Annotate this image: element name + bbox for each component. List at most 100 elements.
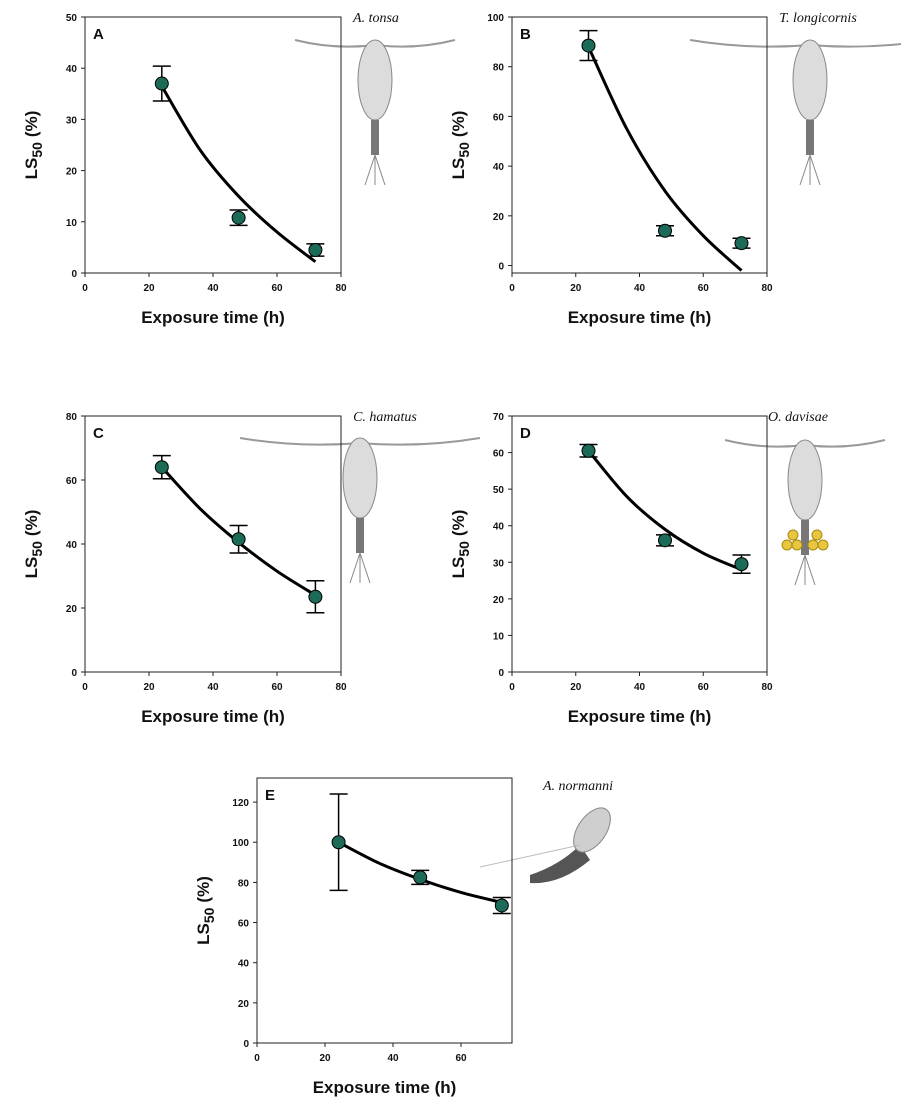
illustration-egg xyxy=(791,539,803,551)
plot-frame xyxy=(84,16,342,274)
fit-curve xyxy=(160,85,317,263)
y-axis-title: LS50 (%) xyxy=(449,111,472,180)
y-tick-label: 40 xyxy=(66,64,78,75)
x-tick-label: 60 xyxy=(698,682,710,693)
y-tick-label: 120 xyxy=(232,798,249,809)
y-tick-label: 20 xyxy=(238,999,250,1010)
y-tick-label: 80 xyxy=(66,412,78,423)
x-tick-label: 60 xyxy=(698,283,710,294)
plot-frame xyxy=(84,415,342,673)
illustration-urosome xyxy=(371,120,379,155)
fit-curve xyxy=(587,46,743,272)
illustration xyxy=(479,807,611,884)
x-tick-label: 20 xyxy=(570,682,582,693)
x-tick-label: 0 xyxy=(82,682,88,693)
species-name: C. hamatus xyxy=(353,410,417,425)
y-axis-title-main: LS xyxy=(449,158,468,180)
x-tick-label: 80 xyxy=(335,283,347,294)
species-name: A. tonsa xyxy=(352,11,399,26)
y-tick-label: 60 xyxy=(493,112,505,123)
y-axis-title-unit: (%) xyxy=(22,111,41,137)
y-tick-label: 60 xyxy=(238,919,250,930)
y-tick-label: 20 xyxy=(493,595,505,606)
x-axis-title: Exposure time (h) xyxy=(568,308,712,327)
y-tick-label: 50 xyxy=(493,485,505,496)
y-axis-title-unit: (%) xyxy=(194,876,213,902)
illustration-egg xyxy=(787,529,799,541)
y-tick-label: 40 xyxy=(238,959,250,970)
y-axis-title-main: LS xyxy=(194,923,213,945)
illustration xyxy=(724,439,886,586)
data-point xyxy=(154,460,169,475)
species-name: T. longicornis xyxy=(779,11,857,26)
illustration xyxy=(239,437,481,584)
plot-frame xyxy=(256,777,513,1044)
x-tick-label: 40 xyxy=(634,283,646,294)
illustration-urosome xyxy=(356,518,364,553)
y-tick-label: 0 xyxy=(498,262,504,273)
illustration-furca xyxy=(794,554,816,586)
illustration xyxy=(689,39,901,186)
plot-frame xyxy=(511,415,768,673)
y-tick-label: 60 xyxy=(493,449,505,460)
y-axis-title: LS50 (%) xyxy=(22,111,45,180)
y-axis-title-sub: 50 xyxy=(456,142,472,158)
y-axis-title-sub: 50 xyxy=(456,541,472,557)
data-point xyxy=(658,533,672,548)
data-point xyxy=(658,223,672,238)
y-tick-label: 10 xyxy=(493,631,505,642)
x-axis-title: Exposure time (h) xyxy=(568,707,712,726)
illustration-furca xyxy=(799,154,821,186)
data-point xyxy=(231,532,246,547)
y-tick-label: 0 xyxy=(498,668,504,679)
x-tick-label: 40 xyxy=(207,283,219,294)
data-point xyxy=(494,898,509,913)
x-tick-label: 40 xyxy=(207,682,219,693)
y-tick-label: 40 xyxy=(493,162,505,173)
data-point xyxy=(413,870,428,885)
panel: E A. normanni 0 20 40 60 0 20 40 60 80 100 120 Exposu… xyxy=(194,777,613,1097)
x-tick-label: 40 xyxy=(387,1053,399,1064)
illustration-egg xyxy=(781,539,793,551)
y-tick-label: 40 xyxy=(493,522,505,533)
data-point xyxy=(308,242,323,257)
x-axis-title: Exposure time (h) xyxy=(141,308,285,327)
panel-letter: C xyxy=(93,425,104,442)
illustration-egg xyxy=(807,539,819,551)
illustration-furca xyxy=(349,552,371,584)
data-point xyxy=(581,443,596,458)
illustration-egg xyxy=(817,539,829,551)
y-tick-label: 0 xyxy=(71,668,77,679)
x-tick-label: 60 xyxy=(271,283,283,294)
panel-letter: D xyxy=(520,425,531,442)
species-name: O. davisae xyxy=(768,410,828,425)
data-point xyxy=(581,38,596,53)
x-tick-label: 80 xyxy=(335,682,347,693)
x-tick-label: 40 xyxy=(634,682,646,693)
data-point xyxy=(734,557,749,572)
y-tick-label: 0 xyxy=(71,269,77,280)
illustration-body xyxy=(573,807,611,853)
y-axis-title-unit: (%) xyxy=(449,111,468,137)
illustration-body xyxy=(357,39,393,121)
illustration-tail xyxy=(530,845,590,884)
fit-curve xyxy=(587,449,743,571)
y-axis-title-sub: 50 xyxy=(29,541,45,557)
y-tick-label: 30 xyxy=(493,558,505,569)
panel-letter: E xyxy=(265,787,275,804)
illustration-body xyxy=(342,437,378,519)
illustration-egg xyxy=(811,529,823,541)
y-axis-title: LS50 (%) xyxy=(22,510,45,579)
y-tick-label: 100 xyxy=(232,838,249,849)
y-tick-label: 20 xyxy=(66,604,78,615)
illustration-furca xyxy=(364,154,386,186)
y-tick-label: 60 xyxy=(66,476,78,487)
x-tick-label: 80 xyxy=(761,682,773,693)
y-tick-label: 100 xyxy=(487,13,504,24)
x-tick-label: 20 xyxy=(143,283,155,294)
y-axis-title-main: LS xyxy=(22,557,41,579)
panel: B T. longicornis 0 20 40 60 80 0 20 40 60 80 100 Expo… xyxy=(449,11,901,327)
illustration-urosome xyxy=(801,520,809,555)
x-axis-title: Exposure time (h) xyxy=(141,707,285,726)
x-tick-label: 20 xyxy=(319,1053,331,1064)
